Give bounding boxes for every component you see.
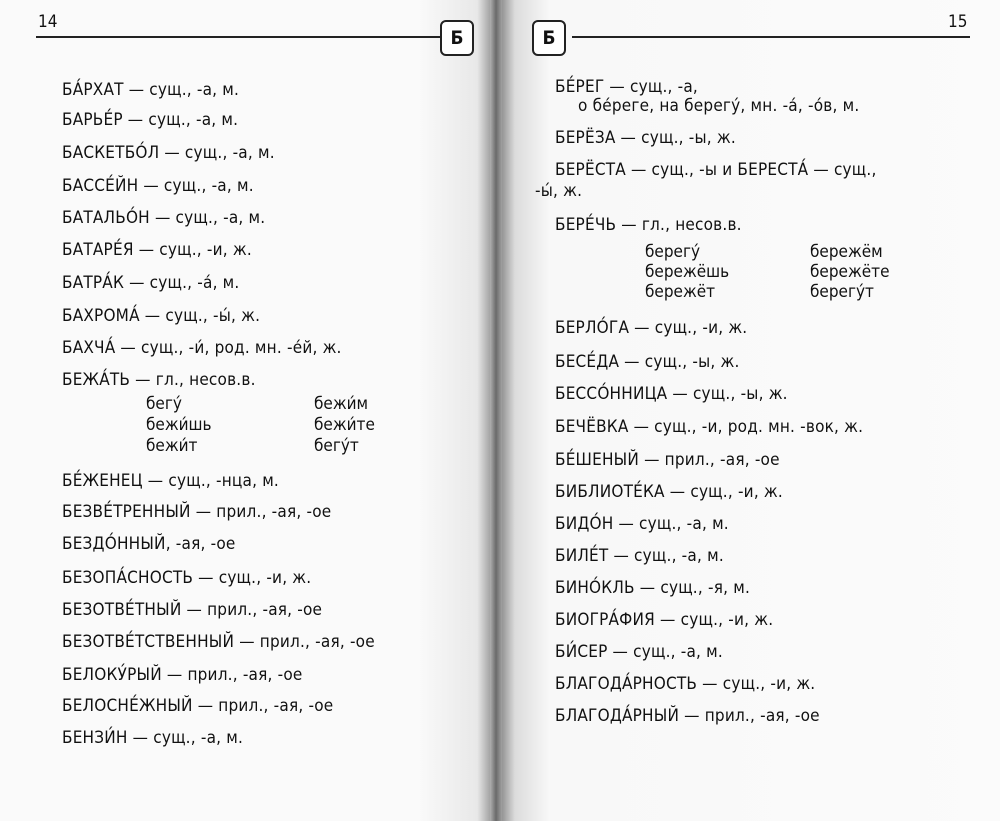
dictionary-entry: БЕ́ШЕНЫЙ — прил., -ая, -ое	[555, 450, 780, 470]
section-letter-box: Б	[532, 20, 566, 56]
conjugation-form: бережёшь	[645, 262, 730, 282]
dictionary-entry: БАСКЕТБО́Л — сущ., -а, м.	[62, 143, 275, 163]
dictionary-entry: БАХРОМА́ — сущ., -ы́, ж.	[62, 306, 261, 326]
book-gutter	[490, 0, 502, 821]
conjugation-form: бегу́т	[314, 436, 359, 456]
page-number: 14	[38, 12, 58, 32]
conjugation-form: берегу́т	[810, 282, 874, 302]
dictionary-entry: БЕЗВЕ́ТРЕННЫЙ — прил., -ая, -ое	[62, 502, 332, 522]
left-page: 14 Б	[0, 0, 492, 821]
dictionary-entry: БЕССО́ННИЦА — сущ., -ы, ж.	[555, 384, 788, 404]
dictionary-entry: БЕЖА́ТЬ — гл., несов.в.	[62, 370, 256, 390]
dictionary-entry: БАССЕ́ЙН — сущ., -а, м.	[62, 176, 254, 196]
dictionary-entry: БИОГРА́ФИЯ — сущ., -и, ж.	[555, 610, 774, 630]
dictionary-entry: -ы́, ж.	[535, 181, 583, 201]
dictionary-entry: БЕЗОТВЕ́ТСТВЕННЫЙ — прил., -ая, -ое	[62, 632, 375, 652]
dictionary-entry: БАТАРЕ́Я — сущ., -и, ж.	[62, 240, 252, 260]
dictionary-entry: БЕРЁСТА — сущ., -ы и БЕРЕСТА́ — сущ.,	[555, 160, 877, 180]
dictionary-entry: БЕЗОТВЕ́ТНЫЙ — прил., -ая, -ое	[62, 600, 323, 620]
dictionary-entry: БАРЬЕ́Р — сущ., -а, м.	[62, 110, 239, 130]
dictionary-entry: БИДО́Н — сущ., -а, м.	[555, 514, 729, 534]
dictionary-entry: БА́РХАТ — сущ., -а, м.	[62, 80, 240, 100]
dictionary-entry: БЕ́ЖЕНЕЦ — сущ., -нца, м.	[62, 471, 279, 491]
conjugation-form: бережёт	[645, 282, 716, 302]
conjugation-form: бегу́	[146, 394, 182, 414]
right-page: 15 Б	[500, 0, 1000, 821]
conjugation-form: бережёте	[810, 262, 890, 282]
dictionary-entry: БЕ́РЕГ — сущ., -а,	[555, 77, 698, 97]
header-rule	[36, 36, 442, 38]
dictionary-entry: БАТРА́К — сущ., -а́, м.	[62, 273, 240, 293]
dictionary-entry: БЛАГОДА́РНОСТЬ — сущ., -и, ж.	[555, 674, 816, 694]
header-rule	[572, 36, 970, 38]
dictionary-entry: БИБЛИОТЕ́КА — сущ., -и, ж.	[555, 482, 783, 502]
page-number: 15	[948, 12, 968, 32]
conjugation-form: берегу́	[645, 242, 701, 262]
dictionary-entry: БИ́СЕР — сущ., -а, м.	[555, 642, 723, 662]
dictionary-entry: БЕЧЁВКА — сущ., -и, род. мн. -вок, ж.	[555, 417, 864, 437]
dictionary-entry: БЕЗДО́ННЫЙ, -ая, -ое	[62, 534, 236, 554]
conjugation-form: бежи́т	[146, 436, 198, 456]
dictionary-entry: БЕНЗИ́Н — сущ., -а, м.	[62, 728, 244, 748]
conjugation-form: бежи́шь	[146, 415, 212, 435]
conjugation-form: бежи́м	[314, 394, 369, 414]
section-letter-box: Б	[440, 20, 474, 56]
dictionary-entry: БИЛЕ́Т — сущ., -а, м.	[555, 546, 724, 566]
dictionary-entry: БЕРЛО́ГА — сущ., -и, ж.	[555, 318, 748, 338]
dictionary-entry: о бе́реге, на берегу́, мн. -а́, -о́в, м.	[578, 96, 860, 116]
dictionary-entry: БЛАГОДА́РНЫЙ — прил., -ая, -ое	[555, 706, 820, 726]
conjugation-form: бережём	[810, 242, 883, 262]
dictionary-entry: БИНО́КЛЬ — сущ., -я, м.	[555, 578, 750, 598]
dictionary-entry: БЕЛОКУ́РЫЙ — прил., -ая, -ое	[62, 665, 303, 685]
dictionary-entry: БЕРЁЗА — сущ., -ы, ж.	[555, 128, 736, 148]
dictionary-entry: БАТАЛЬО́Н — сущ., -а, м.	[62, 208, 266, 228]
conjugation-form: бежи́те	[314, 415, 375, 435]
dictionary-entry: БЕЛОСНЕ́ЖНЫЙ — прил., -ая, -ое	[62, 696, 334, 716]
dictionary-entry: БЕСЕ́ДА — сущ., -ы, ж.	[555, 352, 740, 372]
dictionary-entry: БАХЧА́ — сущ., -и́, род. мн. -е́й, ж.	[62, 338, 342, 358]
dictionary-entry: БЕЗОПА́СНОСТЬ — сущ., -и, ж.	[62, 568, 312, 588]
dictionary-entry: БЕРЕ́ЧЬ — гл., несов.в.	[555, 215, 742, 235]
